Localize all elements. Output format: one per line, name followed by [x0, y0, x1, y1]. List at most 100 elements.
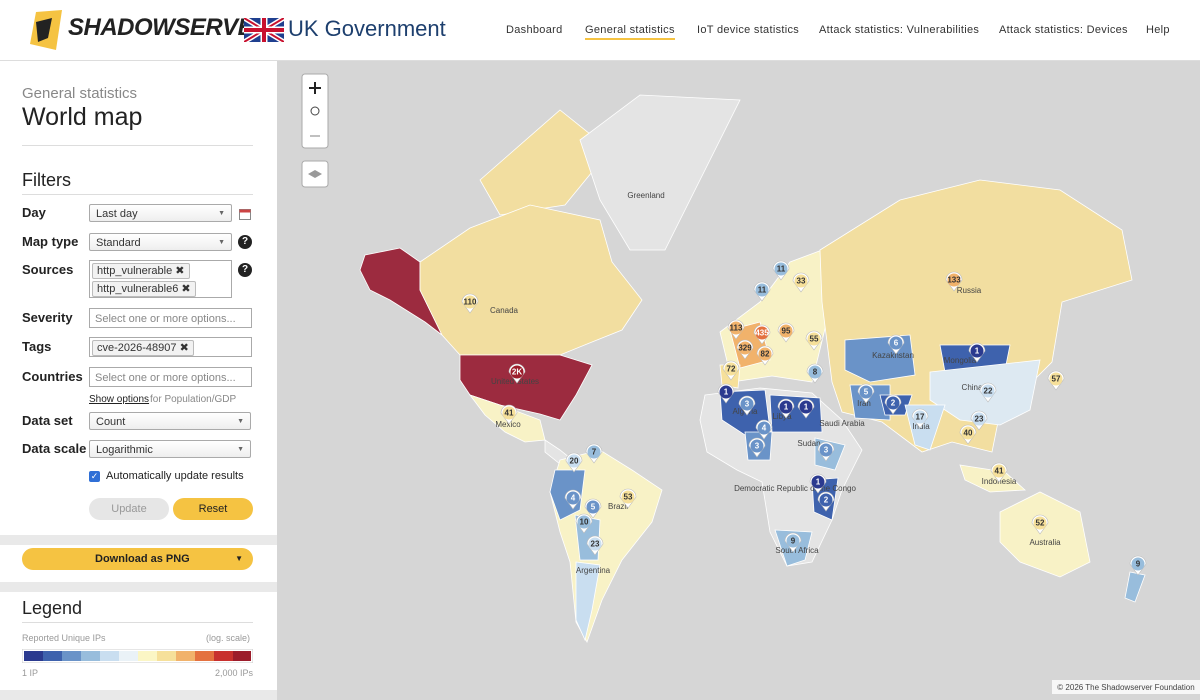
legend-max: 2,000 IPs — [215, 668, 254, 678]
select[interactable]: Standard ▼ — [89, 233, 232, 251]
map-marker[interactable]: 20 — [565, 452, 583, 473]
map-marker[interactable]: 57 — [1047, 370, 1065, 391]
legend-min: 1 IP — [22, 668, 39, 678]
checkbox[interactable]: ✓ — [89, 471, 100, 482]
reset-button[interactable]: Reset — [173, 498, 253, 520]
marker-dot — [567, 454, 581, 468]
map-marker[interactable]: 1 — [968, 342, 986, 363]
marker-dot — [502, 406, 516, 420]
map-marker[interactable]: 95 — [777, 322, 795, 343]
input[interactable]: Select one or more options... — [89, 308, 252, 328]
map-marker[interactable]: 40 — [959, 424, 977, 445]
marker-value: 4 — [571, 494, 576, 503]
field-label: Data scale — [22, 441, 87, 456]
map-marker[interactable]: 23 — [586, 535, 604, 556]
map-marker[interactable]: 113 — [727, 319, 745, 340]
sidebar: General statistics World map Filters Day… — [0, 61, 277, 700]
map-marker[interactable]: 33 — [792, 272, 810, 293]
country-label: South Africa — [775, 546, 819, 555]
nav-link[interactable]: IoT device statistics — [697, 24, 800, 36]
country-label: Russia — [957, 286, 982, 295]
marker-dot — [755, 326, 769, 340]
map-marker[interactable]: 9 — [1129, 555, 1147, 576]
help-icon[interactable]: ? — [238, 263, 252, 277]
map-marker[interactable]: 17 — [911, 408, 929, 429]
map-marker[interactable]: 2K — [508, 363, 526, 384]
map-marker[interactable]: 1 — [809, 473, 827, 494]
map-marker[interactable]: 41 — [990, 462, 1008, 483]
marker-value: 4 — [762, 424, 767, 433]
marker-value: 7 — [592, 448, 597, 457]
map-marker[interactable]: 22 — [979, 382, 997, 403]
marker-dot — [1131, 557, 1145, 571]
map-marker[interactable]: 435 — [753, 324, 771, 345]
world-map[interactable]: Greenland Canada United States Mexico Russia… — [277, 61, 1200, 700]
marker-dot — [724, 362, 738, 376]
map-marker[interactable]: 55 — [805, 330, 823, 351]
map-marker[interactable]: 10 — [575, 513, 593, 534]
tag[interactable]: cve-2026-48907 ✖ — [92, 340, 194, 356]
marker-dot — [947, 273, 961, 287]
map-marker[interactable]: 41 — [500, 404, 518, 425]
reset-view[interactable] — [310, 106, 320, 116]
nav-link[interactable]: Attack statistics: Vulnerabilities — [819, 24, 980, 36]
tag[interactable]: http_vulnerable6 ✖ — [92, 281, 196, 297]
zoom-in[interactable] — [309, 82, 321, 94]
marker-value: 20 — [570, 457, 579, 466]
tag[interactable]: http_vulnerable ✖ — [92, 263, 190, 279]
update-button[interactable]: Update — [89, 498, 169, 520]
country-label: Saudi Arabia — [819, 419, 865, 428]
select[interactable]: Count ▼ — [89, 412, 251, 430]
map-marker[interactable]: 4 — [755, 419, 773, 440]
help-icon[interactable]: ? — [238, 235, 252, 249]
nav-link[interactable]: Help — [1146, 24, 1170, 36]
calendar-icon[interactable] — [239, 208, 251, 220]
legend-title: Legend — [22, 598, 83, 618]
map-marker[interactable]: 4 — [564, 489, 582, 510]
map-marker[interactable]: 1 — [777, 398, 795, 419]
nav-link[interactable]: General statistics — [585, 24, 675, 40]
map-marker[interactable]: 11 — [772, 260, 790, 281]
multiselect[interactable] — [89, 260, 232, 298]
map-marker[interactable]: 3 — [738, 395, 756, 416]
map-marker[interactable]: 6 — [887, 334, 905, 355]
map-marker[interactable]: 72 — [722, 360, 740, 381]
marker-dot — [1049, 372, 1063, 386]
marker-dot — [779, 324, 793, 338]
marker-value: 2 — [891, 399, 896, 408]
nav-link[interactable]: Dashboard — [506, 24, 563, 36]
select-value: Logarithmic — [96, 444, 153, 456]
map-marker[interactable]: 5 — [584, 498, 602, 519]
map-marker[interactable]: 1 — [797, 398, 815, 419]
map-marker[interactable]: 53 — [619, 488, 637, 509]
map-marker[interactable]: 2 — [817, 491, 835, 512]
marker-dot — [786, 534, 800, 548]
map-marker[interactable]: 133 — [945, 271, 963, 292]
map-marker[interactable]: 9 — [784, 532, 802, 553]
marker-value: 113 — [730, 324, 743, 333]
select[interactable]: Last day ▼ — [89, 204, 232, 222]
map-marker[interactable]: 11 — [753, 281, 771, 302]
map-marker[interactable]: 7 — [585, 443, 603, 464]
marker-value: 329 — [738, 344, 752, 353]
marker-value: 57 — [1052, 375, 1061, 384]
map-marker[interactable]: 3 — [817, 441, 835, 462]
map-marker[interactable]: 52 — [1031, 514, 1049, 535]
nav-link[interactable]: Attack statistics: Devices — [999, 24, 1128, 36]
map-marker[interactable]: 2 — [884, 394, 902, 415]
separator — [0, 690, 277, 700]
marker-dot — [819, 493, 833, 507]
select[interactable]: Logarithmic ▼ — [89, 440, 251, 458]
map-marker[interactable]: 23 — [970, 410, 988, 431]
map-marker[interactable]: 3 — [748, 437, 766, 458]
map-marker[interactable]: 5 — [857, 383, 875, 404]
map-marker[interactable]: 1 — [717, 383, 735, 404]
download-button[interactable]: Download as PNG ▼ — [22, 548, 253, 570]
map-marker[interactable]: 110 — [461, 293, 479, 314]
map-marker[interactable]: 329 — [736, 339, 754, 360]
map-marker[interactable]: 82 — [756, 345, 774, 366]
link[interactable]: Show options — [89, 394, 150, 405]
map-marker[interactable]: 8 — [806, 363, 824, 384]
input[interactable] — [89, 337, 252, 357]
input[interactable]: Select one or more options... — [89, 367, 252, 387]
